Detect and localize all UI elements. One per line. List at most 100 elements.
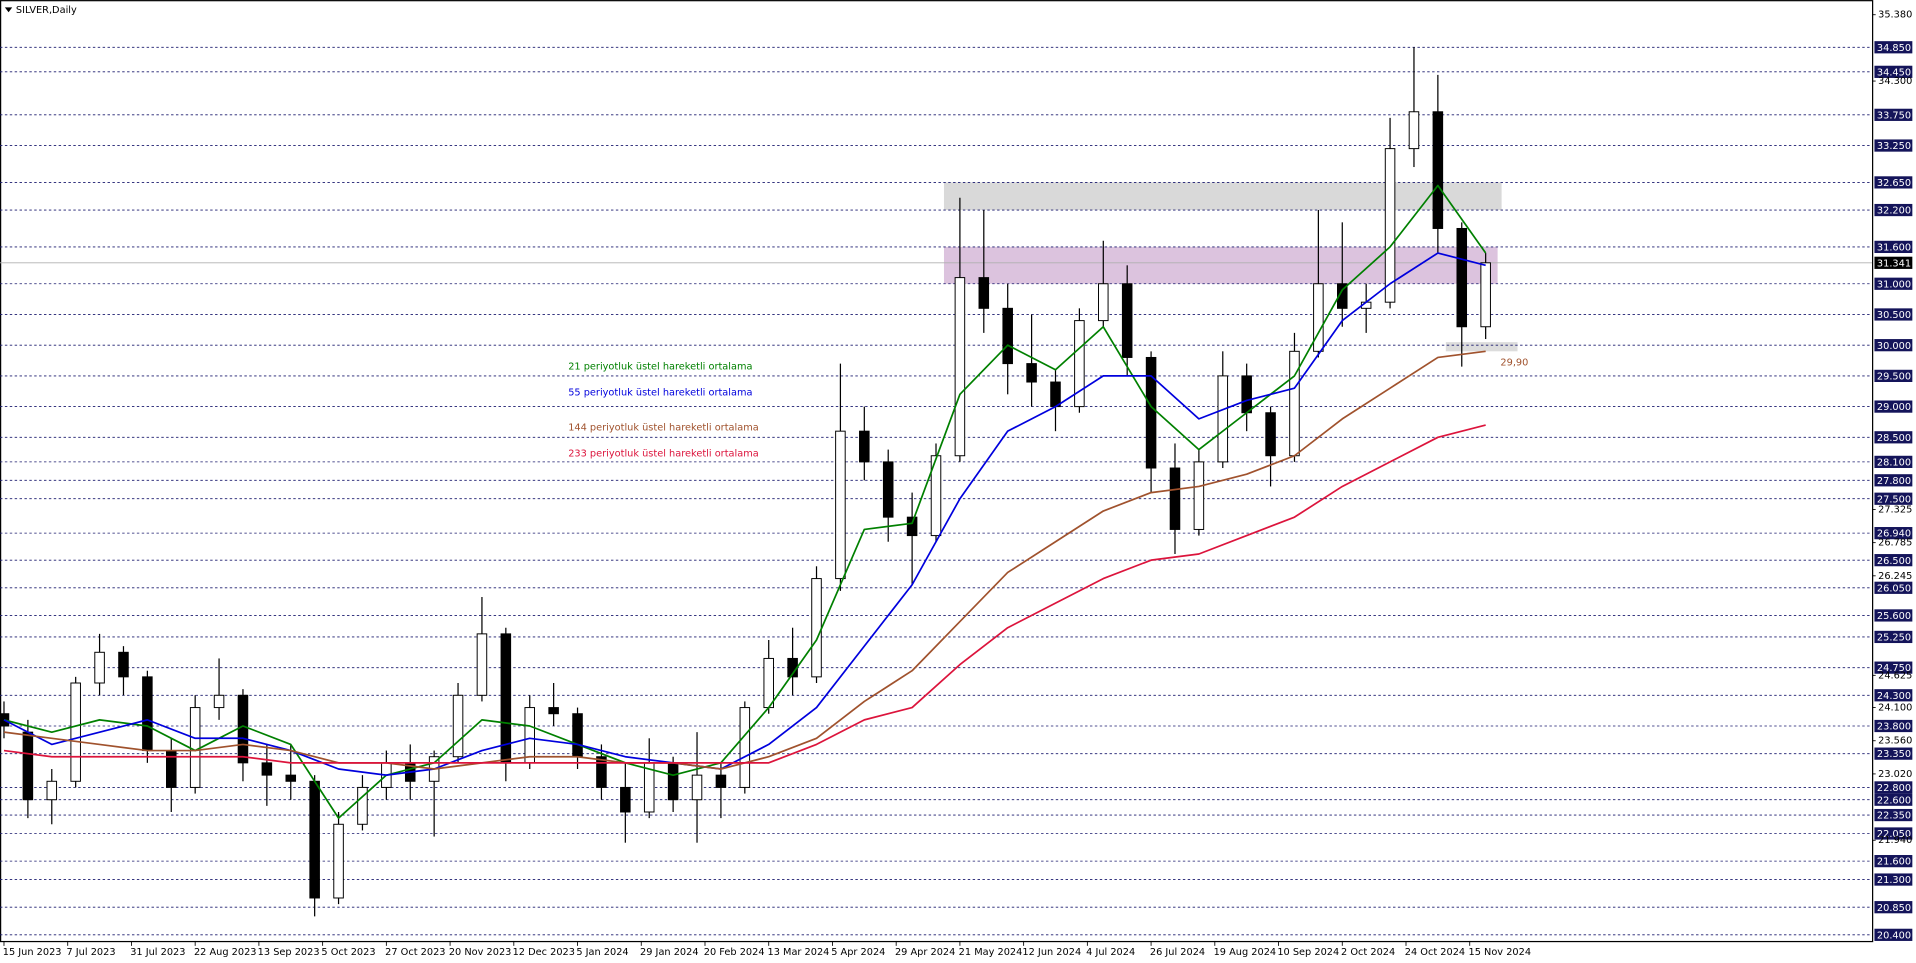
candle-body [452, 694, 464, 758]
chart-title: SILVER,Daily [16, 5, 77, 16]
level-label: 30.000 [1877, 341, 1911, 352]
x-tick-label: 7 Jul 2023 [66, 947, 115, 958]
candle-body [1289, 350, 1300, 457]
candle-body [667, 762, 679, 801]
candle-body [763, 657, 774, 709]
legend-entry: 21 periyotluk üstel hareketli ortalama [568, 362, 752, 373]
level-label: 25.600 [1877, 611, 1911, 622]
candle-body [620, 786, 631, 813]
level-label-box [1874, 928, 1913, 941]
candle-body [572, 713, 583, 758]
zone [943, 246, 1498, 284]
candle-body [1121, 283, 1133, 358]
level-label-box [1874, 661, 1913, 674]
candle-body [1050, 381, 1061, 408]
candle-body [142, 676, 153, 752]
x-tick-label: 10 Sep 2024 [1277, 947, 1339, 958]
y-tick-label: 24.625 [1878, 670, 1912, 681]
level-label-box [1874, 855, 1913, 868]
legend-entry: 233 periyotluk üstel hareketli ortalama [568, 448, 759, 459]
x-tick-label: 29 Jan 2024 [640, 947, 699, 958]
level-label: 26.500 [1877, 556, 1911, 567]
candle-body [309, 780, 320, 899]
x-tick-label: 20 Nov 2023 [449, 947, 512, 958]
candle-body [333, 823, 344, 899]
level-label-box [1874, 781, 1913, 794]
x-tick-label: 15 Nov 2024 [1469, 947, 1532, 958]
x-tick-label: 21 May 2024 [959, 947, 1023, 958]
level-label: 23.800 [1877, 722, 1911, 733]
candle-body [1169, 467, 1181, 530]
level-label-box [1874, 901, 1913, 914]
menu-arrow [4, 7, 13, 13]
candle-body [261, 762, 273, 776]
level-label-box [1874, 240, 1913, 254]
candle-body [46, 780, 58, 801]
y-tick-label: 26.245 [1878, 571, 1912, 582]
level-label: 34.450 [1877, 67, 1911, 78]
y-tick-label: 24.100 [1878, 703, 1912, 714]
level-label: 21.300 [1877, 875, 1911, 886]
x-tick-label: 27 Oct 2023 [385, 947, 445, 958]
level-label: 22.800 [1877, 783, 1911, 794]
level-label-box [1874, 203, 1913, 217]
x-tick-label: 24 Oct 2024 [1405, 947, 1465, 958]
level-label: 20.850 [1877, 903, 1911, 914]
candle-body [882, 461, 894, 518]
x-tick-label: 13 Mar 2024 [767, 947, 829, 958]
level-label: 32.200 [1877, 206, 1911, 217]
x-tick-label: 13 Sep 2023 [258, 947, 320, 958]
level-label: 33.750 [1877, 110, 1911, 121]
x-tick-label: 4 Jul 2024 [1086, 947, 1135, 958]
level-label: 23.350 [1877, 749, 1911, 760]
level-label: 24.750 [1877, 663, 1911, 674]
x-tick-label: 2 Oct 2024 [1341, 947, 1395, 958]
level-label: 24.300 [1877, 691, 1911, 702]
candle-body [978, 277, 990, 309]
candle-body [1313, 283, 1324, 352]
y-tick-label: 27.325 [1878, 504, 1912, 515]
level-label-box [1874, 630, 1913, 644]
level-label-box [1874, 369, 1913, 382]
level-label: 21.600 [1877, 857, 1911, 868]
candle-body [930, 455, 942, 537]
candle-body [1026, 363, 1037, 383]
level-label: 22.050 [1877, 829, 1911, 840]
x-tick-label: 5 Apr 2024 [831, 947, 885, 958]
candle-body [954, 277, 966, 457]
candle-body [739, 707, 751, 788]
candle-body [285, 774, 297, 782]
level-label-box [1874, 400, 1913, 413]
level-label: 32.650 [1877, 178, 1911, 189]
level-label-box [1874, 474, 1913, 487]
y-tick-label: 34.300 [1878, 76, 1912, 87]
candle-body [1074, 320, 1085, 408]
y-tick-label: 23.560 [1878, 736, 1912, 747]
legend-entry: 55 periyotluk üstel hareketli ortalama [568, 387, 752, 398]
level-label-box [1874, 41, 1913, 54]
ma-line [3, 184, 1487, 819]
candle-body [1002, 307, 1013, 365]
level-label-box [1874, 689, 1913, 702]
candle-body [476, 633, 488, 696]
candle-body [94, 651, 105, 684]
candle-body [524, 707, 536, 764]
level-label: 30.500 [1877, 310, 1911, 321]
x-tick-label: 20 Feb 2024 [704, 947, 765, 958]
zone [1445, 342, 1518, 352]
candle-body [1217, 375, 1229, 463]
ma-line [3, 424, 1486, 764]
level-label: 31.600 [1877, 243, 1911, 254]
level-label-box [1874, 308, 1913, 321]
candle-body [835, 430, 846, 580]
y-tick-label: 21.940 [1878, 835, 1912, 846]
level-label-box [1874, 139, 1913, 152]
level-label: 22.600 [1877, 795, 1911, 806]
y-tick-label: 23.020 [1878, 769, 1912, 780]
candle-body [237, 694, 249, 764]
plot-frame [0, 0, 1874, 943]
level-label-box [1874, 455, 1913, 468]
y-tick-label: 26.785 [1878, 538, 1912, 549]
candle-body [1241, 375, 1252, 414]
